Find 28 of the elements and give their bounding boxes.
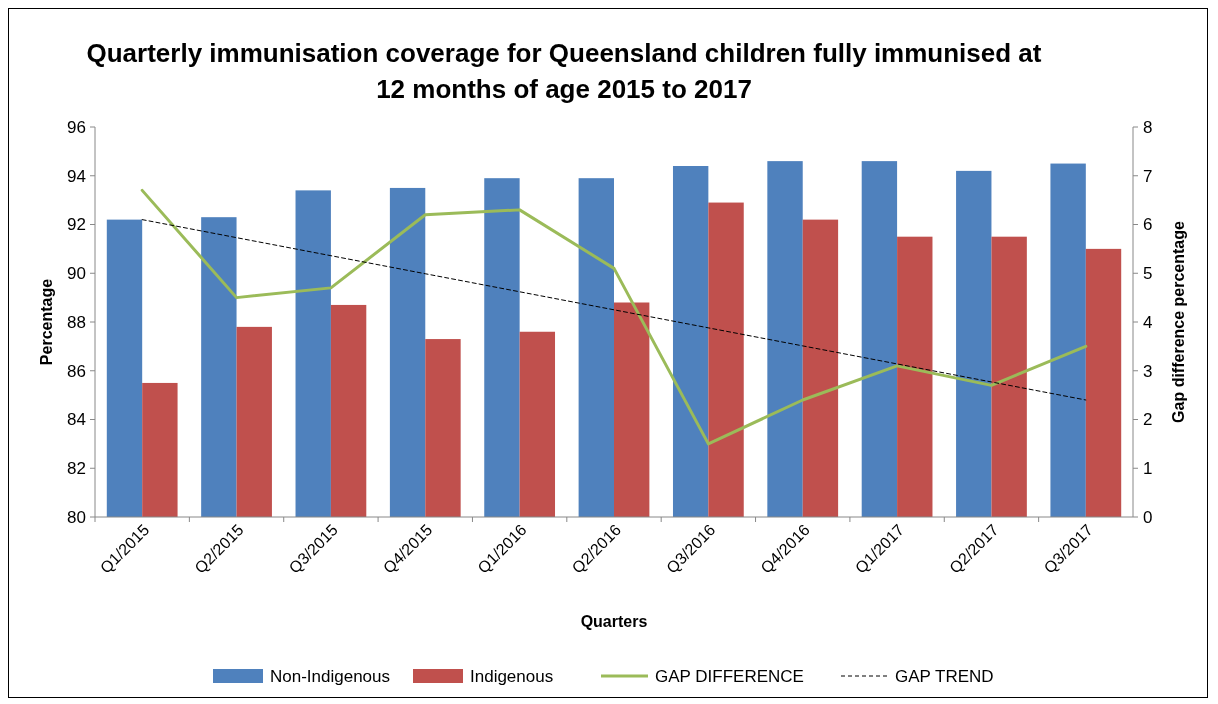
y-tick-label: 88 <box>67 312 86 332</box>
y2-axis-title: Gap difference percentage <box>1170 220 1187 423</box>
y-tick-label: 96 <box>67 117 86 137</box>
legend-label: GAP DIFFERENCE <box>655 666 804 686</box>
line-series <box>140 188 1088 446</box>
y2-tick-label: 6 <box>1143 215 1153 235</box>
y2-tick-label: 8 <box>1143 117 1153 137</box>
legend-label: Indigenous <box>470 666 554 686</box>
y2-tick-label: 7 <box>1143 166 1153 186</box>
y-tick-label: 84 <box>67 410 86 430</box>
legend-label: Non-Indigenous <box>270 666 391 686</box>
y2-tick-label: 4 <box>1143 312 1153 332</box>
line-series <box>141 219 1087 401</box>
y-tick-label: 90 <box>67 264 86 284</box>
chart-title: Quarterly immunisation coverage for Queensland children fully immunised at 12 months of age 2015 to 2017 <box>86 38 1042 104</box>
y-tick-label: 92 <box>67 215 86 235</box>
y-tick-label: 86 <box>67 361 86 381</box>
y-tick-label: 82 <box>67 459 86 479</box>
y2-tick-label: 1 <box>1143 459 1153 479</box>
x-axis-title: Quarters <box>580 613 648 630</box>
y2-tick-label: 3 <box>1143 361 1153 381</box>
y-tick-label: 80 <box>67 507 86 527</box>
legend-label: GAP TREND <box>895 666 994 686</box>
y-axis-title: Percentage <box>38 278 55 366</box>
y2-tick-label: 2 <box>1143 410 1153 430</box>
y-tick-label: 94 <box>67 166 86 186</box>
y2-tick-label: 5 <box>1143 264 1153 284</box>
y2-tick-label: 0 <box>1143 507 1153 527</box>
